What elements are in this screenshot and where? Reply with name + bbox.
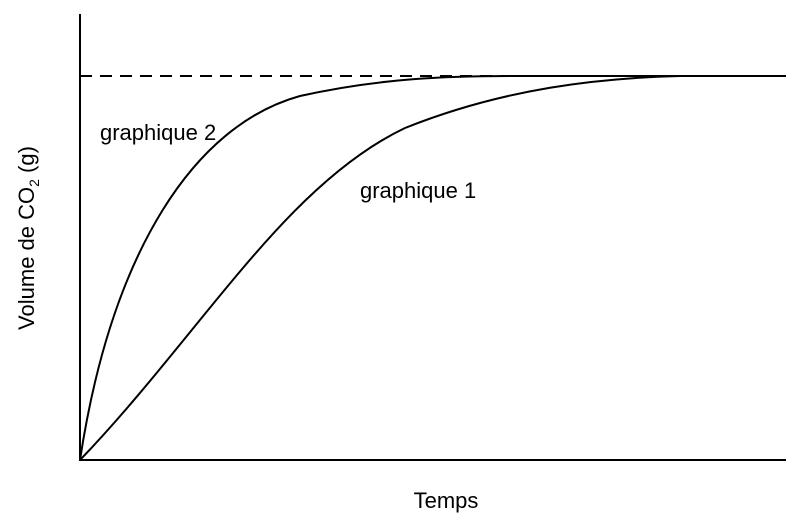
y-label-unit: (g) bbox=[14, 146, 39, 179]
curve-2 bbox=[79, 75, 786, 461]
curve-1 bbox=[79, 75, 786, 461]
curve-label: graphique 1 bbox=[360, 178, 476, 203]
x-axis-label: Temps bbox=[414, 488, 479, 513]
y-axis-label: Volume de CO2 (g) bbox=[14, 146, 42, 330]
y-label-subscript: 2 bbox=[26, 179, 42, 187]
y-label-main: Volume de CO bbox=[14, 187, 39, 330]
curve-label: graphique 2 bbox=[100, 120, 216, 145]
